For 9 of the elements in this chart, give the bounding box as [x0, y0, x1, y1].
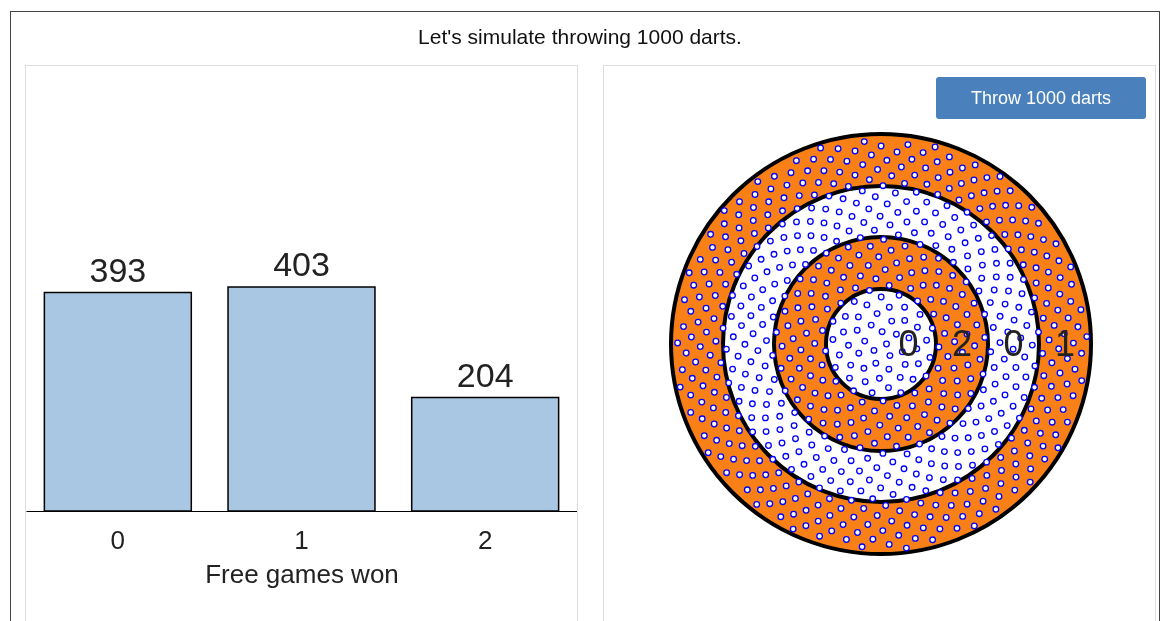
x-tick-label: 0 — [110, 524, 126, 555]
data-label: 393 — [89, 250, 147, 289]
text: Throw 1000 darts — [936, 77, 1146, 119]
data-label: 403 — [273, 245, 330, 283]
chart-title: Let's simulate throwing 1000 darts. — [417, 25, 743, 49]
data-label: 204 — [456, 355, 514, 394]
x-tick-label: 1 — [294, 524, 309, 555]
x-axis-title: Free games won — [205, 558, 399, 589]
x-tick-label: 2 — [477, 524, 493, 555]
